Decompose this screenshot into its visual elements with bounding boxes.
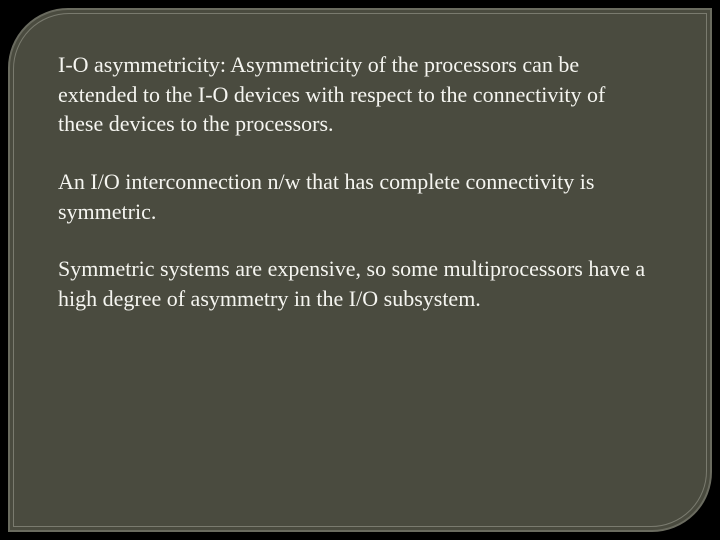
slide-panel: I-O asymmetricity: Asymmetricity of the … [8,8,712,532]
paragraph-2: An I/O interconnection n/w that has comp… [58,167,650,226]
paragraph-1: I-O asymmetricity: Asymmetricity of the … [58,50,650,139]
slide-content: I-O asymmetricity: Asymmetricity of the … [58,50,650,342]
paragraph-3: Symmetric systems are expensive, so some… [58,254,650,313]
